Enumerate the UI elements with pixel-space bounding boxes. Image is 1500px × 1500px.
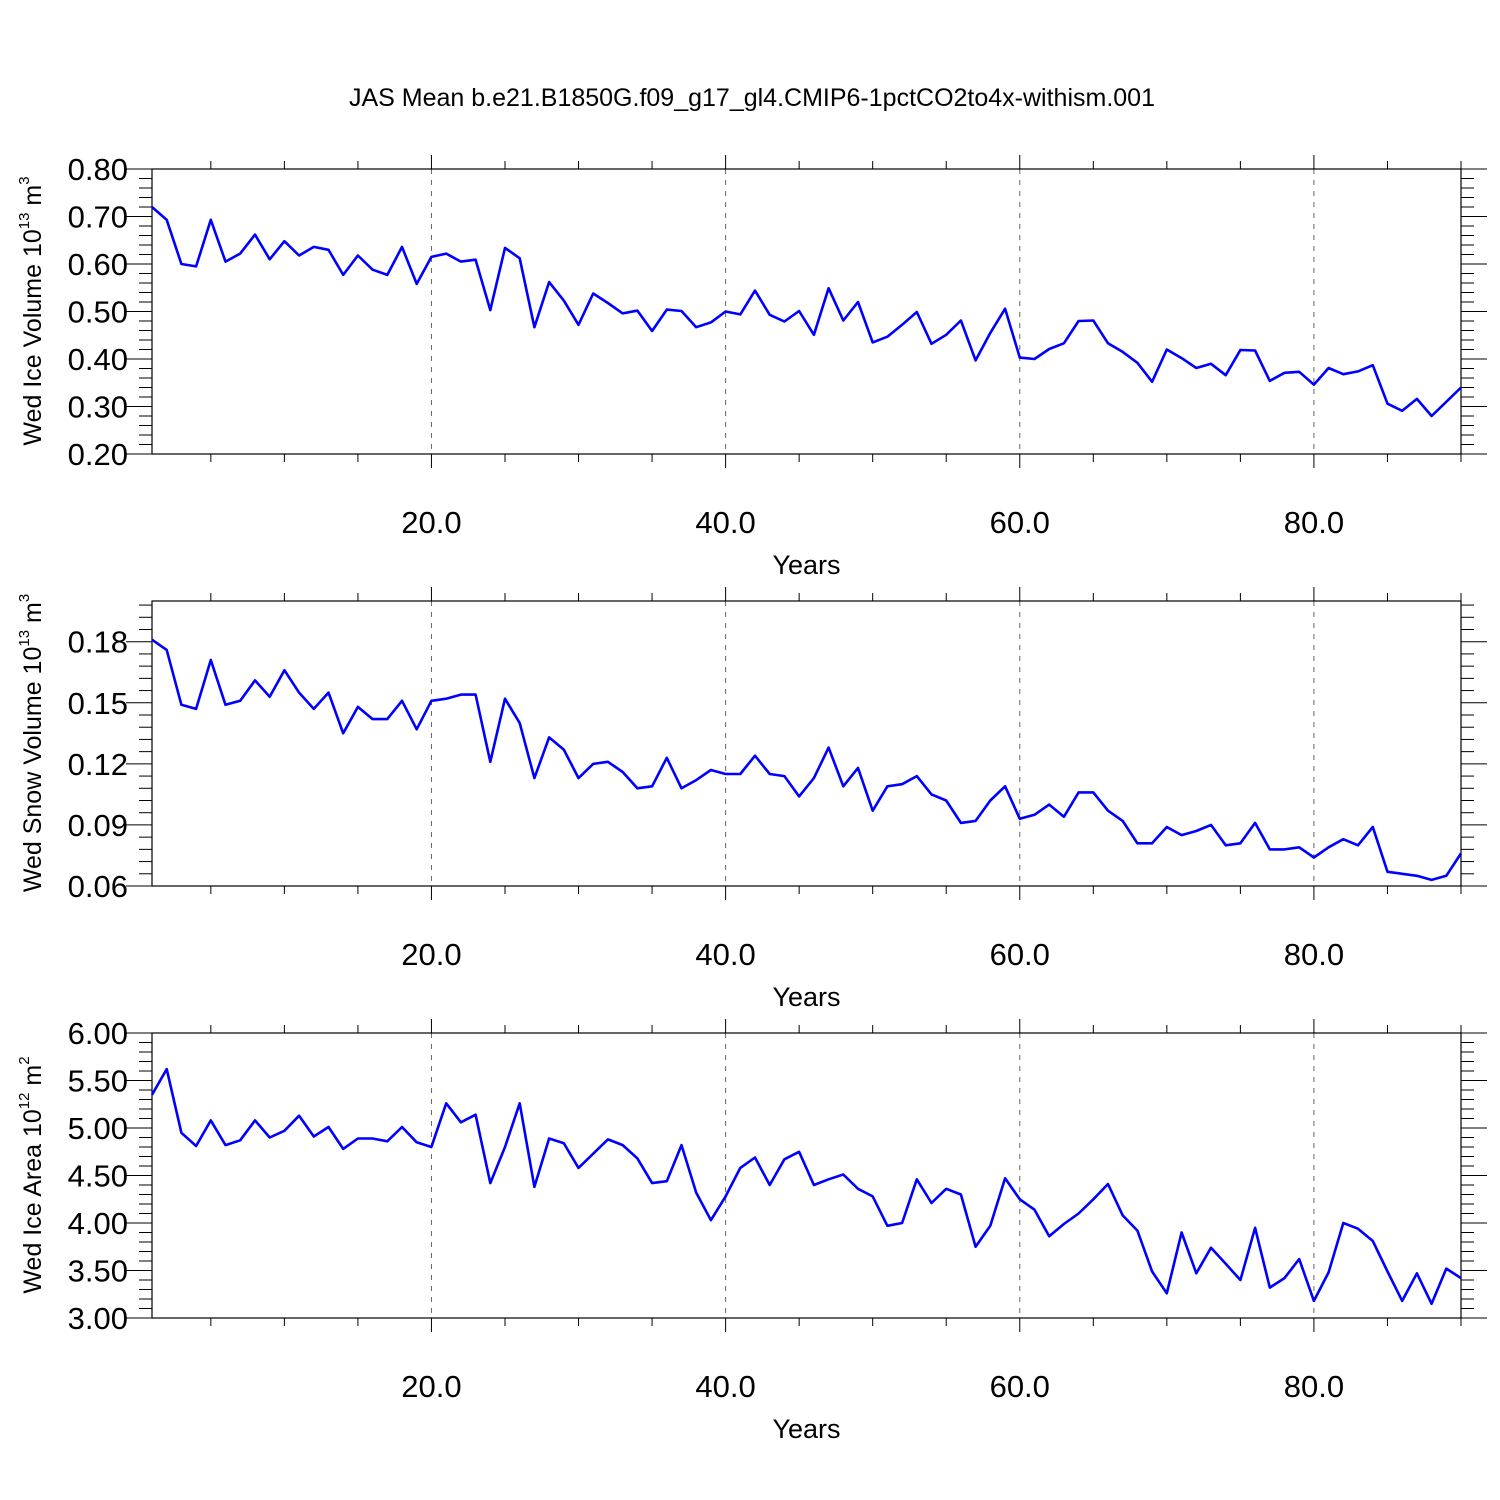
y-tick-label: 0.18 [68, 625, 128, 660]
chart-title: JAS Mean b.e21.B1850G.f09_g17_gl4.CMIP6-… [349, 84, 1155, 112]
panels: 0.20 0.30 0.40 0.50 0.60 0.70 0.80 20.0 40.0 60.0… [16, 152, 1487, 1444]
y-axis-title-unit-exponent: 3 [16, 594, 33, 602]
series-line-snow-volume [151, 638, 1463, 882]
x-tick-label: 80.0 [1284, 937, 1344, 972]
x-tick-label: 40.0 [695, 1369, 755, 1404]
series-line-ice-area [150, 1067, 1462, 1306]
y-tick-label: 0.20 [68, 437, 128, 472]
y-tick-label: 0.40 [68, 342, 128, 377]
y-tick-label: 0.09 [68, 808, 128, 843]
y-tick-label: 0.06 [68, 869, 128, 904]
y-tick-label: 6.00 [68, 1016, 128, 1051]
x-tick-label: 60.0 [990, 1369, 1050, 1404]
x-tick-label: 80.0 [1284, 1369, 1344, 1404]
y-tick-label: 0.60 [68, 247, 128, 282]
y-axis-title-exponent: 13 [16, 630, 33, 647]
plot-frame [151, 1032, 1462, 1319]
x-tick-label: 20.0 [401, 937, 461, 972]
x-tick-label: 60.0 [990, 937, 1050, 972]
y-axis-title-unit: m [19, 185, 47, 213]
x-tick-label: 20.0 [401, 505, 461, 540]
plot-frame [151, 600, 1462, 887]
y-axis-title: Wed Snow Volume 1013 m3 [16, 594, 47, 892]
y-tick-label: 0.80 [68, 152, 128, 187]
y-axis-title: Wed Ice Volume 1013 m3 [16, 176, 47, 445]
x-tick-label: 60.0 [990, 505, 1050, 540]
y-tick-label: 5.50 [68, 1064, 128, 1099]
y-axis-title-unit-exponent: 3 [16, 176, 33, 184]
y-tick-label: 0.12 [68, 747, 128, 782]
y-tick-label: 5.00 [68, 1111, 128, 1146]
panel-ice-volume: 0.20 0.30 0.40 0.50 0.60 0.70 0.80 20.0 40.0 60.0… [16, 152, 1487, 580]
x-tick-label: 20.0 [401, 1369, 461, 1404]
y-axis-title-main: Wed Ice Volume 10 [19, 229, 47, 445]
y-axis-title-exponent: 13 [16, 213, 33, 230]
y-axis-title-unit: m [19, 1065, 47, 1093]
x-axis-title: Years [772, 982, 840, 1012]
series-line-ice-volume [151, 206, 1462, 418]
x-tick-label: 40.0 [695, 937, 755, 972]
y-tick-label: 0.50 [68, 295, 128, 330]
y-axis-title-main: Wed Snow Volume 10 [19, 647, 47, 893]
y-tick-label: 4.00 [68, 1206, 128, 1241]
y-axis-title-main: Wed Ice Area 10 [19, 1109, 47, 1293]
x-axis-title: Years [772, 1414, 840, 1444]
y-tick-label: 0.70 [68, 200, 128, 235]
x-axis-title: Years [772, 550, 840, 580]
panel-snow-volume: 0.06 0.09 0.12 0.15 0.18 20.0 40.0 60.0 80.0 Year… [16, 587, 1487, 1012]
y-axis-title-exponent: 12 [16, 1093, 33, 1110]
y-tick-label: 3.00 [68, 1301, 128, 1336]
y-tick-label: 0.15 [68, 686, 128, 721]
y-tick-label: 3.50 [68, 1254, 128, 1289]
panel-ice-area: 3.00 3.50 4.00 4.50 5.00 5.50 6.00 20.0 40.0 60.0… [16, 1016, 1487, 1444]
y-axis-title: Wed Ice Area 1012 m2 [16, 1056, 47, 1293]
y-tick-label: 0.30 [68, 390, 128, 425]
y-axis-title-unit-exponent: 2 [16, 1056, 33, 1064]
y-axis-title-unit: m [19, 602, 47, 630]
x-tick-label: 40.0 [695, 505, 755, 540]
x-tick-label: 80.0 [1284, 505, 1344, 540]
y-tick-label: 4.50 [68, 1159, 128, 1194]
plot-frame [151, 168, 1462, 455]
